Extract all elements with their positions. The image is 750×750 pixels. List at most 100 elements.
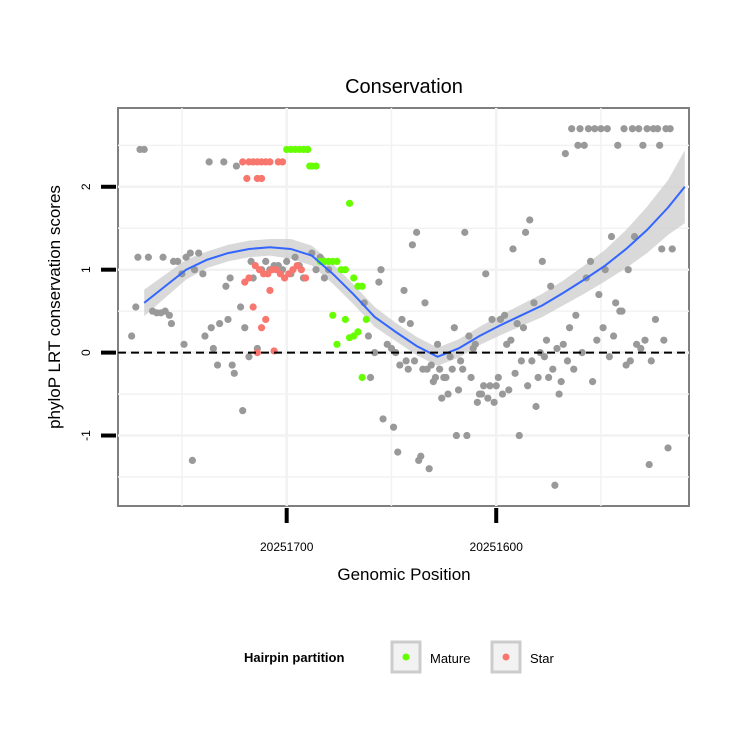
point-other	[542, 336, 551, 344]
gridlines	[118, 108, 689, 506]
legend-title: Hairpin partition	[244, 650, 344, 665]
point-other	[459, 365, 467, 373]
point-other	[444, 390, 452, 398]
point-other	[656, 141, 664, 149]
point-other	[438, 394, 446, 402]
point-other	[199, 270, 207, 278]
point-other	[570, 365, 578, 373]
point-other	[412, 228, 421, 236]
point-other	[436, 365, 444, 373]
point-other	[482, 270, 490, 278]
point-other	[660, 336, 668, 344]
point-other	[320, 274, 328, 282]
point-other	[406, 319, 414, 328]
point-other	[668, 245, 676, 253]
point-other	[545, 373, 553, 382]
point-other	[379, 415, 387, 423]
point-mature	[350, 274, 358, 282]
legend-swatch-mature	[402, 653, 410, 661]
confidence-ribbon	[144, 150, 685, 366]
y-tick-label: -1	[79, 430, 93, 441]
point-other	[471, 340, 479, 348]
point-other	[589, 378, 597, 386]
point-mature	[345, 199, 354, 207]
point-other	[620, 125, 628, 133]
point-other	[651, 315, 660, 324]
point-other	[549, 365, 557, 373]
point-mature	[341, 266, 349, 274]
point-other	[599, 324, 607, 332]
point-other	[188, 456, 196, 464]
point-other	[593, 336, 601, 344]
point-other	[190, 266, 199, 274]
smooth-line	[143, 186, 686, 358]
point-other	[239, 407, 247, 415]
point-other	[245, 353, 253, 361]
point-other	[530, 299, 538, 307]
plot-panel	[117, 107, 690, 507]
point-other	[236, 303, 245, 311]
point-other	[501, 311, 509, 319]
point-other	[410, 357, 419, 365]
point-other	[201, 332, 209, 340]
point-other	[174, 257, 182, 265]
point-mature	[358, 373, 366, 382]
point-mature	[354, 328, 362, 336]
point-other	[540, 353, 549, 361]
point-other	[574, 141, 582, 149]
point-other	[666, 125, 674, 133]
point-star	[241, 278, 249, 286]
point-other	[446, 353, 454, 361]
point-other	[205, 158, 213, 166]
point-other	[132, 303, 140, 311]
point-other	[461, 228, 469, 236]
point-mature	[362, 315, 370, 324]
point-other	[366, 373, 375, 382]
point-star	[249, 303, 257, 311]
point-other	[291, 253, 299, 261]
point-other	[591, 125, 599, 133]
legend: Hairpin partition Mature Star	[244, 640, 555, 674]
point-star	[301, 274, 310, 282]
point-other	[519, 324, 528, 332]
point-other	[524, 382, 532, 390]
point-other	[230, 369, 238, 377]
point-star	[266, 158, 274, 166]
point-other	[565, 324, 574, 332]
legend-key-star	[490, 640, 522, 674]
point-other	[220, 158, 228, 166]
legend-label-mature: Mature	[430, 651, 470, 666]
point-mature	[333, 257, 341, 265]
point-star	[278, 158, 287, 166]
point-other	[375, 278, 383, 286]
x-tick-label: 20251700	[260, 540, 314, 554]
point-other	[624, 266, 632, 274]
point-other	[563, 357, 572, 365]
point-other	[186, 249, 194, 257]
point-other	[595, 290, 603, 299]
point-other	[232, 162, 240, 170]
point-other	[612, 299, 620, 307]
point-other	[167, 319, 176, 328]
point-other	[241, 324, 249, 332]
chart-title: Conservation	[345, 76, 463, 98]
point-other	[224, 315, 232, 324]
point-other	[551, 481, 559, 489]
point-other	[532, 402, 540, 411]
point-mature	[333, 340, 341, 348]
point-star	[297, 266, 305, 274]
point-other	[209, 344, 217, 353]
point-other	[404, 365, 412, 373]
point-other	[144, 253, 152, 261]
point-other	[628, 125, 637, 133]
point-other	[586, 257, 595, 265]
point-other	[494, 373, 502, 382]
point-other	[538, 257, 546, 265]
point-other	[134, 253, 142, 261]
y-tick-label: 1	[79, 266, 93, 273]
point-other	[394, 448, 402, 456]
point-other	[492, 382, 500, 390]
point-other	[498, 390, 507, 398]
point-other	[425, 465, 433, 473]
points-layer	[128, 125, 676, 489]
